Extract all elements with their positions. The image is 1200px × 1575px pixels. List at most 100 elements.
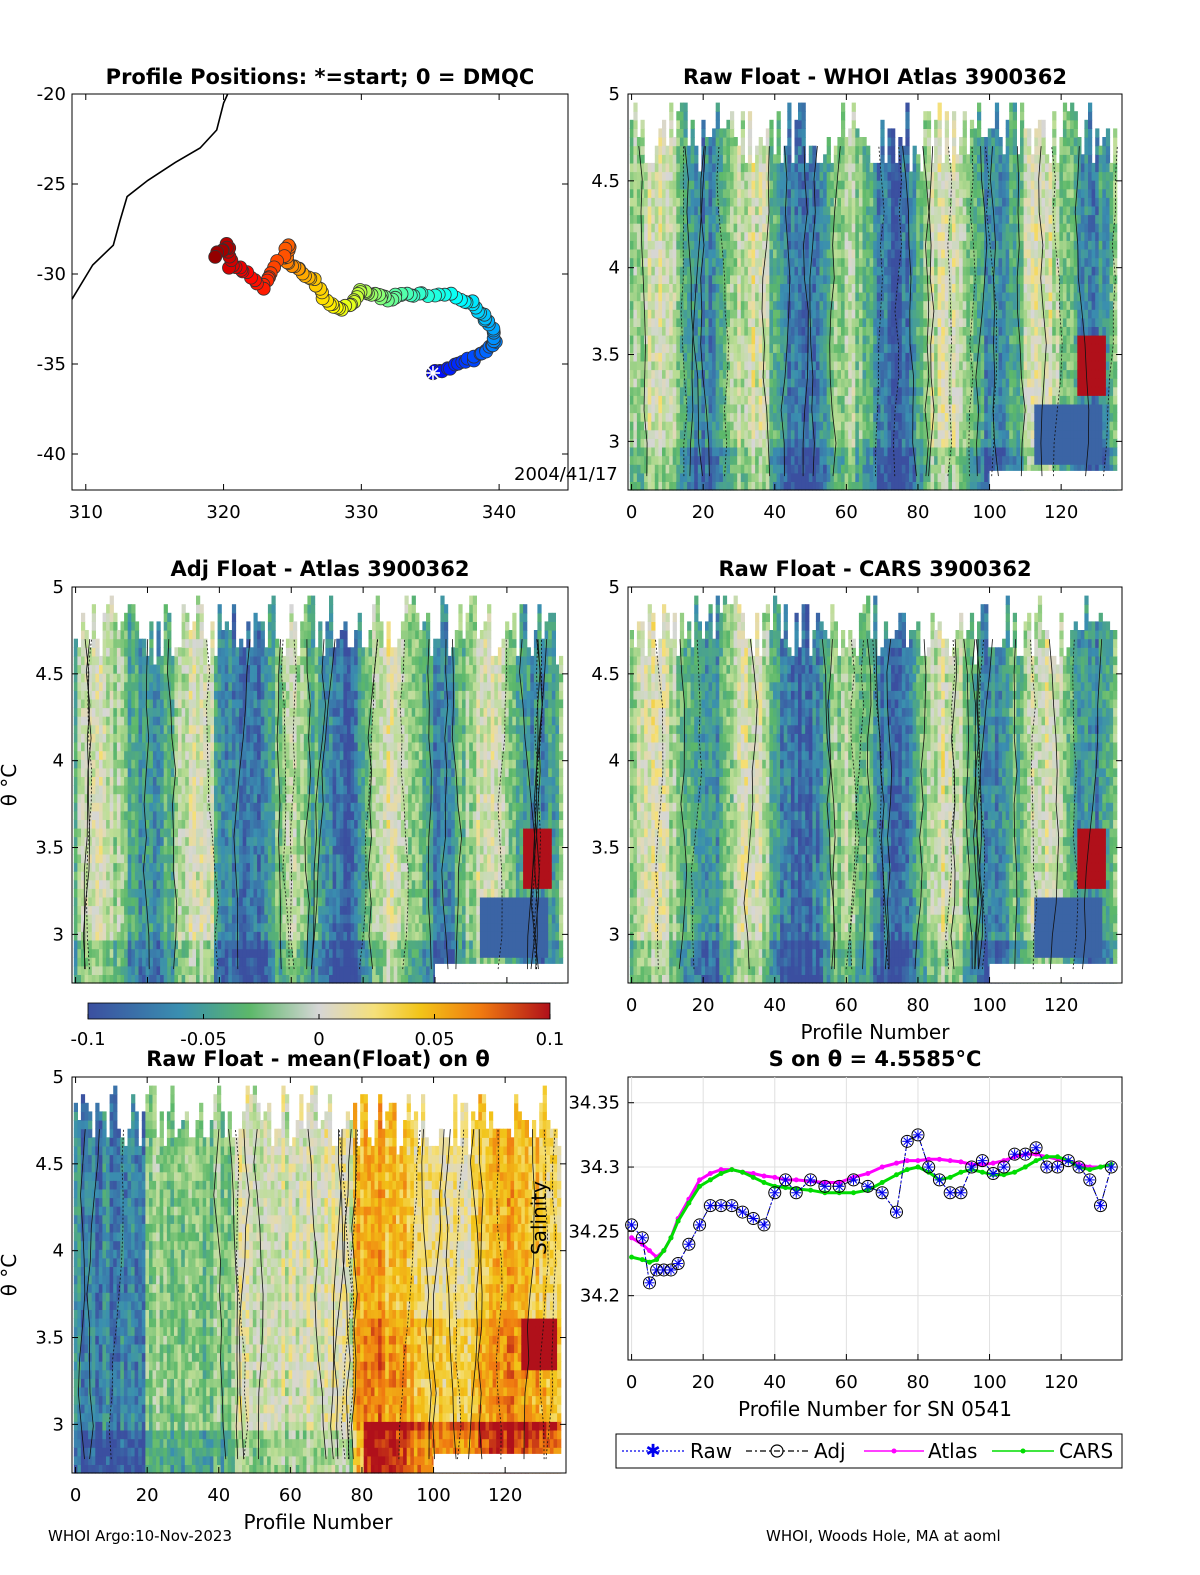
heatmap-cell	[1020, 386, 1025, 396]
heatmap-cell	[780, 369, 785, 379]
heatmap-cell	[747, 283, 753, 293]
heatmap-cell	[683, 257, 688, 267]
heatmap-cell	[1030, 240, 1035, 250]
heatmap-cell	[1027, 249, 1032, 259]
heatmap-cell	[694, 171, 699, 181]
heatmap-cell	[858, 369, 864, 379]
heatmap-cell	[973, 360, 978, 371]
heatmap-cell	[848, 300, 853, 310]
heatmap-cell	[1027, 455, 1032, 465]
heatmap-cell	[980, 403, 985, 414]
heatmap-cell	[776, 223, 781, 233]
heatmap-cell	[980, 317, 985, 327]
heatmap-cell	[690, 197, 695, 207]
heatmap-cell	[672, 223, 677, 233]
heatmap-cell	[780, 205, 785, 216]
heatmap-cell	[694, 335, 699, 345]
heatmap-cell	[787, 231, 792, 241]
heatmap-cell	[815, 360, 821, 371]
heatmap-cell	[994, 111, 1000, 121]
heatmap-cell	[644, 403, 649, 414]
heatmap-cell	[866, 214, 871, 224]
heatmap-cell	[1045, 360, 1050, 371]
heatmap-cell	[937, 154, 942, 164]
heatmap-cell	[826, 343, 831, 353]
heatmap-cell	[851, 317, 856, 327]
heatmap-cell	[819, 214, 824, 224]
heatmap-cell	[801, 162, 806, 173]
heatmap-cell	[1030, 154, 1035, 164]
heatmap-cell	[876, 188, 881, 198]
heatmap-cell	[1023, 421, 1028, 431]
heatmap-cell	[805, 412, 810, 422]
heatmap-cell	[654, 412, 659, 422]
heatmap-cell	[773, 421, 778, 431]
heatmap-cell	[805, 188, 810, 198]
heatmap-cell	[998, 162, 1003, 173]
heatmap-cell	[887, 438, 892, 448]
heatmap-cell	[955, 214, 960, 224]
heatmap-cell	[812, 412, 817, 422]
heatmap-cell	[905, 111, 910, 121]
heatmap-cell	[887, 223, 892, 233]
heatmap-cell	[898, 369, 903, 379]
heatmap-cell	[883, 231, 889, 241]
heatmap-cell	[1020, 464, 1025, 474]
heatmap-cell	[790, 447, 796, 457]
heatmap-cell	[819, 369, 824, 379]
heatmap-cell	[977, 455, 982, 465]
heatmap-cell	[687, 266, 692, 276]
heatmap-cell	[1005, 378, 1010, 388]
heatmap-cell	[762, 180, 767, 190]
heatmap-cell	[715, 317, 720, 327]
heatmap-cell	[790, 257, 796, 267]
heatmap-cell	[808, 378, 813, 388]
heatmap-cell	[841, 188, 846, 198]
heatmap-cell	[701, 464, 706, 474]
heatmap-cell	[1030, 412, 1035, 422]
heatmap-cell	[969, 326, 975, 336]
heatmap-cell	[740, 429, 745, 439]
heatmap-cell	[858, 481, 864, 491]
heatmap-cell	[851, 378, 856, 388]
heatmap-cell	[873, 162, 878, 173]
heatmap-cell	[905, 119, 910, 129]
heatmap-cell	[833, 343, 838, 353]
heatmap-cell	[629, 154, 634, 164]
heatmap-cell	[808, 438, 813, 448]
heatmap-cell	[998, 231, 1003, 241]
heatmap-cell	[880, 197, 885, 207]
heatmap-cell	[984, 343, 989, 353]
heatmap-cell	[901, 438, 906, 448]
heatmap-cell	[883, 386, 889, 396]
heatmap-cell	[762, 188, 767, 198]
heatmap-cell	[740, 403, 745, 414]
heatmap-cell	[1009, 111, 1014, 121]
heatmap-cell	[694, 386, 699, 396]
heatmap-cell	[629, 240, 634, 250]
heatmap-cell	[679, 403, 685, 414]
heatmap-cell	[715, 257, 720, 267]
heatmap-cell	[690, 145, 695, 155]
heatmap-cell	[1027, 335, 1032, 345]
heatmap-cell	[715, 352, 720, 362]
heatmap-cell	[719, 472, 724, 482]
heatmap-cell	[998, 378, 1003, 388]
heatmap-cell	[773, 412, 778, 422]
heatmap-cell	[1012, 145, 1017, 155]
heatmap-cell	[801, 481, 806, 491]
heatmap-cell	[905, 292, 910, 302]
heatmap-cell	[765, 403, 770, 414]
heatmap-cell	[683, 300, 688, 310]
heatmap-cell	[923, 309, 928, 319]
heatmap-cell	[1002, 171, 1007, 181]
heatmap-cell	[1037, 300, 1043, 310]
heatmap-cell	[926, 455, 932, 465]
heatmap-cell	[1009, 412, 1014, 422]
heatmap-cell	[780, 438, 785, 448]
heatmap-cell	[919, 197, 924, 207]
heatmap-cell	[984, 240, 989, 250]
heatmap-cell	[665, 257, 670, 267]
heatmap-cell	[869, 283, 874, 293]
heatmap-cell	[790, 231, 796, 241]
